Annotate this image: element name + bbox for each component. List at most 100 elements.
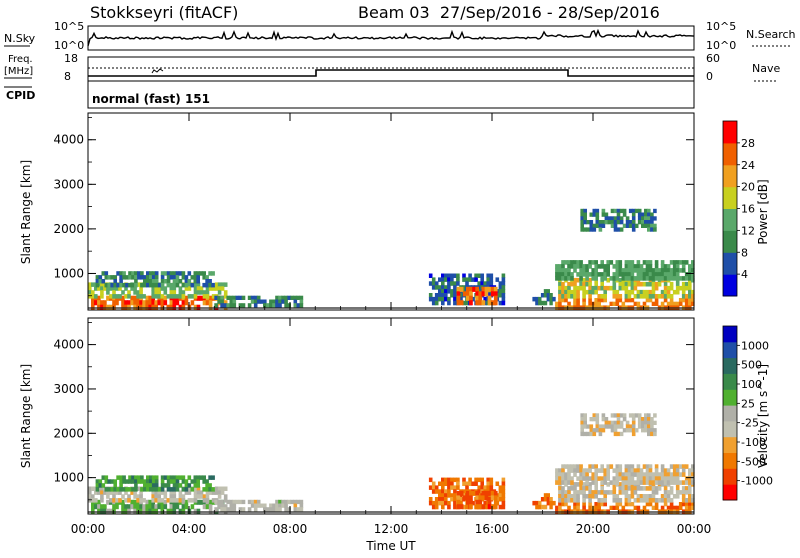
velocity-cell — [606, 490, 610, 495]
power-cell — [678, 301, 683, 306]
power-cell — [487, 295, 492, 301]
power-cell — [603, 294, 607, 299]
power-cell — [131, 282, 135, 288]
velocity-cell — [175, 504, 180, 510]
power-cell — [681, 260, 686, 265]
velocity-cell — [633, 468, 638, 473]
power-cell — [630, 268, 635, 273]
velocity-cell — [613, 428, 618, 433]
power-cell — [595, 223, 600, 228]
power-cell — [631, 212, 636, 217]
power-colorbar-swatch — [723, 164, 737, 188]
velocity-cell — [612, 480, 617, 485]
velocity-cell — [675, 476, 680, 481]
power-cell — [269, 303, 273, 308]
velocity-cell — [447, 477, 451, 483]
power-cell — [172, 271, 177, 276]
velocity-cell — [622, 417, 627, 422]
power-cell — [688, 268, 692, 273]
velocity-cell — [501, 477, 506, 483]
power-cell — [669, 301, 674, 306]
power-cell — [478, 291, 483, 297]
velocity-cell — [591, 490, 595, 495]
velocity-cell — [653, 431, 657, 437]
velocity-cell — [438, 493, 442, 498]
velocity-cell — [465, 504, 469, 510]
velocity-cell — [190, 498, 195, 503]
velocity-cell — [293, 503, 298, 508]
power-cell — [681, 294, 686, 299]
power-cell — [91, 282, 95, 287]
velocity-cell — [493, 495, 498, 501]
power-cell — [654, 272, 659, 277]
velocity-cell — [481, 504, 486, 510]
velocity-cell — [106, 490, 110, 495]
power-cell — [139, 300, 143, 306]
velocity-cell — [211, 487, 215, 492]
power-cell — [634, 223, 639, 228]
velocity-cell — [589, 428, 594, 433]
velocity-cell — [688, 502, 692, 507]
velocity-cell — [641, 420, 645, 425]
velocity-colorbar-swatch — [723, 373, 737, 390]
velocity-cell — [691, 498, 695, 503]
velocity-cell — [154, 487, 159, 492]
velocity-cell — [199, 475, 203, 480]
power-cell — [489, 277, 494, 282]
power-cell — [657, 276, 662, 281]
velocity-cell — [585, 480, 589, 485]
power-cell — [654, 260, 659, 265]
power-cell — [256, 299, 261, 304]
power-cell — [142, 294, 146, 299]
power-cell — [480, 273, 484, 278]
velocity-cell — [601, 413, 606, 418]
power-cell — [597, 294, 601, 299]
power-cell — [669, 281, 674, 287]
power-cell — [143, 275, 147, 280]
velocity-cell — [169, 494, 174, 499]
power-cell — [205, 286, 210, 291]
velocity-cell — [675, 464, 680, 469]
velocity-cell — [637, 417, 642, 422]
power-cell — [232, 299, 237, 304]
power-cell — [657, 294, 662, 299]
velocity-cell — [588, 494, 592, 499]
velocity-cell — [193, 483, 198, 488]
power-cell — [576, 264, 580, 269]
power-cell — [552, 296, 556, 302]
velocity-cell — [97, 499, 101, 505]
power-cell — [148, 300, 152, 306]
velocity-cell — [462, 495, 467, 501]
velocity-cell — [634, 413, 639, 418]
power-cell — [639, 272, 644, 277]
power-cell — [149, 282, 153, 288]
velocity-cell — [660, 472, 665, 477]
power-cell — [648, 268, 653, 273]
power-cell — [558, 272, 562, 277]
velocity-cell — [146, 475, 150, 480]
velocity-cell — [119, 479, 123, 484]
velocity-cell — [100, 486, 104, 491]
velocity-cell — [241, 507, 246, 512]
power-colorbar-tick-label: 8 — [741, 246, 748, 259]
velocity-cell — [208, 487, 212, 492]
power-cell — [621, 281, 626, 287]
power-cell — [95, 275, 100, 280]
velocity-cell — [669, 480, 674, 485]
velocity-cell — [573, 505, 577, 510]
power-cell — [601, 208, 606, 214]
power-cell — [630, 264, 635, 269]
velocity-cell — [154, 490, 158, 495]
power-cell — [627, 281, 632, 287]
velocity-colorbar-tick-label: 25 — [741, 397, 755, 410]
power-cell — [208, 271, 212, 276]
power-cell — [615, 289, 620, 295]
power-cell — [91, 304, 95, 310]
power-cell — [468, 273, 472, 278]
power-cell — [564, 268, 568, 273]
velocity-cell — [586, 424, 590, 429]
power-cell — [299, 299, 304, 304]
power-cell — [612, 285, 617, 291]
power-cell — [657, 281, 662, 287]
velocity-cell — [477, 477, 481, 483]
